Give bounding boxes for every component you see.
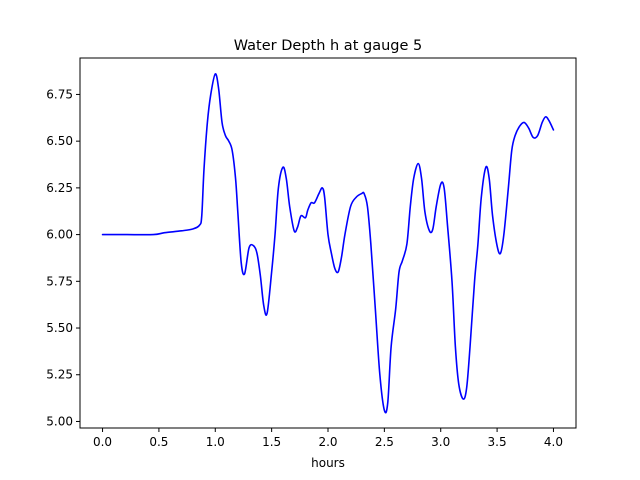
x-tick-label: 3.5: [488, 435, 507, 449]
y-tick-label: 6.75: [46, 87, 73, 101]
y-tick-label: 6.50: [46, 134, 73, 148]
y-tick-label: 5.25: [46, 368, 73, 382]
y-tick-label: 5.75: [46, 274, 73, 288]
y-tick-label: 5.00: [46, 414, 73, 428]
x-tick-label: 1.5: [262, 435, 281, 449]
y-tick-label: 6.25: [46, 181, 73, 195]
series-line-0: [101, 73, 555, 414]
x-axis-ticks: 0.0 0.5 1.0 1.5 2.0 2.5 3.0 3.5 4.0: [93, 428, 563, 449]
x-tick-label: 3.0: [431, 435, 450, 449]
x-tick-label: 2.0: [318, 435, 337, 449]
y-axis-ticks: 5.00 5.25 5.50 5.75 6.00 6.25 6.50 6.75: [46, 87, 80, 428]
plot-area-frame: [79, 57, 577, 429]
chart-title: Water Depth h at gauge 5: [234, 38, 422, 54]
x-tick-label: 0.0: [93, 435, 112, 449]
y-tick-label: 6.00: [46, 228, 73, 242]
x-tick-label: 1.0: [206, 435, 225, 449]
x-tick-label: 4.0: [544, 435, 563, 449]
x-tick-label: 2.5: [375, 435, 394, 449]
y-tick-label: 5.50: [46, 321, 73, 335]
x-tick-label: 0.5: [149, 435, 168, 449]
x-axis-label: hours: [311, 456, 345, 470]
series-layer: [101, 73, 555, 414]
